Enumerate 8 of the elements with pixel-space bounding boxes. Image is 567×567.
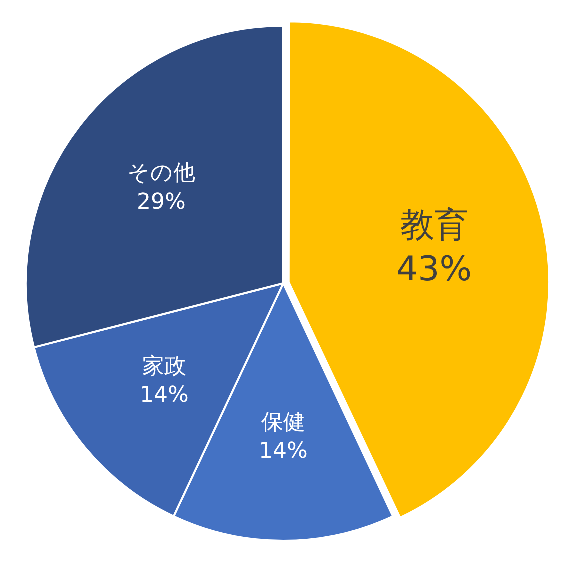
- slice-label: 保健: [262, 410, 306, 436]
- slice-label: 教育: [400, 206, 468, 246]
- slice-label: その他: [127, 161, 196, 186]
- slice-label: 家政: [142, 354, 186, 380]
- data-label: 14%: [259, 439, 308, 464]
- data-label: 29%: [136, 190, 186, 215]
- data-label: 14%: [140, 383, 189, 408]
- data-label: 43%: [396, 250, 472, 290]
